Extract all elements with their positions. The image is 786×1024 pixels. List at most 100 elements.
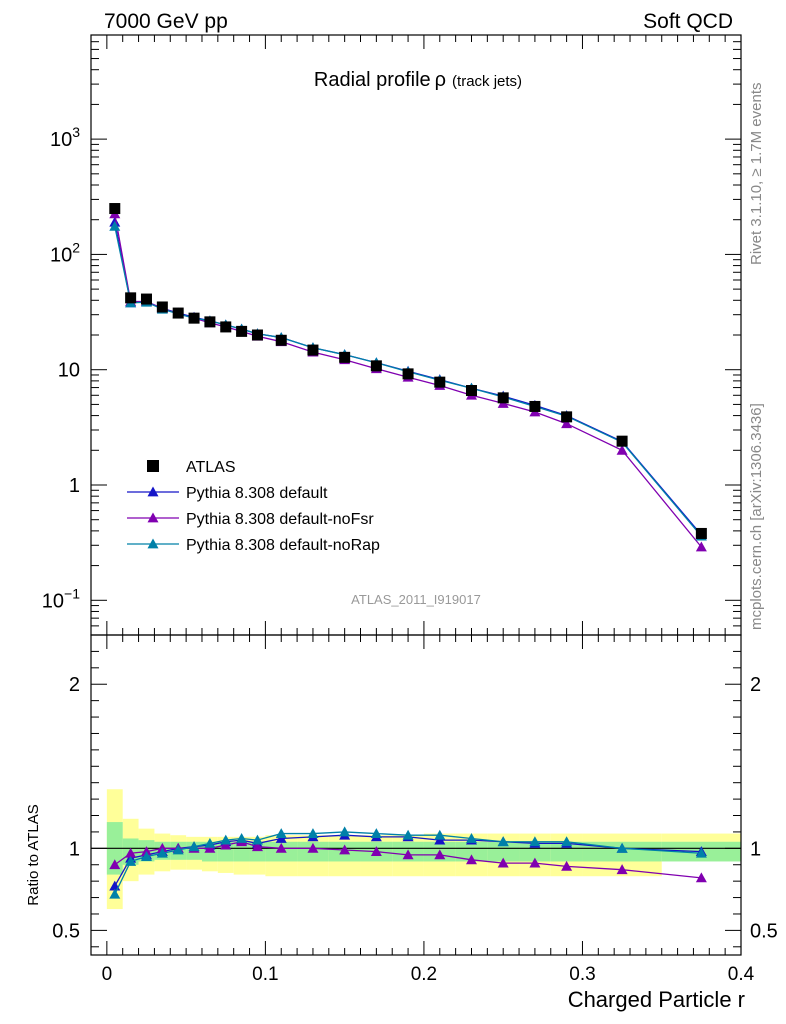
ratio-noFsr-point [275,842,287,853]
ratio-noRap-point [616,842,628,853]
main-noFsr-point [561,418,573,429]
ratio-noFsr-point [125,847,137,858]
main-data-point [616,435,628,447]
ratio-y-tick-label: 1 [69,838,80,860]
main-y-tick-label: 10 [58,360,80,382]
x-tick-label: 0 [102,964,113,985]
legend-label-data: ATLAS [186,459,236,476]
tick-exponent: 2 [72,239,80,255]
ratio-noRap-point [529,836,541,847]
ratio-noRap-point [156,847,168,858]
ratio-noRap-point [188,841,200,852]
ratio-noRap-point [236,832,248,843]
ratio-noRap-line [114,831,702,895]
ratio-noFsr-point [616,864,628,875]
main-data-point [172,307,184,319]
legend-label-noFsr: Pythia 8.308 default-noFsr [186,511,374,528]
ratio-noFsr-point [370,846,382,857]
main-data-point [204,316,216,328]
ratio-noRap-point [275,828,287,838]
header-category-label: Soft QCD [643,10,733,33]
ratio-noFsr-point [402,849,414,860]
legend-label-noRap: Pythia 8.308 default-noRap [186,537,380,554]
ratio-band-inner [455,841,488,862]
legend-marker-default [147,486,159,497]
main-data-point [339,351,351,363]
main-y-tick-label: 103 [50,124,80,151]
tick-exponent: 3 [72,124,80,140]
x-tick-label: 0.4 [728,964,755,985]
ratio-noFsr-point [434,849,446,860]
main-y-tick-label: 10−1 [42,585,80,612]
ratio-y-axis-label: Ratio to ATLAS [25,804,42,905]
ratio-noFsr-point [695,872,707,883]
header-energy-label: 7000 GeV pp [104,10,228,33]
tick-base: 10 [58,360,80,382]
main-y-tick-label: 102 [50,239,80,266]
ratio-noFsr-point [465,854,477,865]
main-data-point [370,360,382,372]
main-data-point [307,344,319,356]
ratio-frame [90,634,742,956]
main-data-point [561,411,573,423]
x-axis-label: Charged Particle r [568,987,745,1012]
ratio-y-tick-label: 0.5 [52,920,80,942]
tick-base: 10 [50,129,72,151]
main-title-symbol: ρ [435,69,446,91]
main-data-point [402,368,414,380]
main-noRap-line [114,226,702,537]
tick-exponent: −1 [64,585,80,601]
main-data-point [251,329,263,341]
analysis-id-label: ATLAS_2011_I919017 [351,592,481,607]
mcplots-label: mcplots.cern.ch [arXiv:1306.3436] [748,403,765,630]
main-data-point [156,301,168,313]
tick-base: 10 [42,590,64,612]
tick-base: 1 [69,475,80,497]
ratio-noRap-point [204,837,216,848]
x-tick-label: 0.3 [569,964,595,985]
main-data-point [529,400,541,412]
ratio-noFsr-point [339,844,351,855]
ratio-noRap-point [370,828,382,838]
main-title-text: Radial profile [314,69,431,91]
ratio-noRap-point [125,855,137,866]
main-data-point [275,334,287,346]
ratio-noRap-point [109,888,121,899]
ratio-noFsr-point [561,860,573,871]
ratio-noRap-point [402,829,414,840]
ratio-y-tick-label-right: 2 [750,674,761,696]
main-data-point [236,325,248,337]
ratio-noFsr-point [251,841,263,852]
main-data-point [188,312,200,324]
ratio-y-tick-label-right: 0.5 [750,920,778,942]
legend-marker-noFsr [147,512,159,523]
ratio-y-tick-label: 2 [69,674,80,696]
main-data-point [140,293,152,305]
main-data-point [434,376,446,388]
tick-base: 10 [50,244,72,266]
main-y-tick-label: 1 [69,475,80,497]
main-noFsr-point [695,541,707,552]
legend-marker-data [147,460,159,472]
ratio-band-inner [519,841,551,862]
main-title: Radial profile ρ (track jets) [314,69,522,91]
ratio-noRap-point [251,834,263,845]
rivet-version-label: Rivet 3.1.10, ≥ 1.7M events [748,83,765,266]
ratio-noRap-point [561,836,573,847]
ratio-noRap-point [339,826,351,837]
x-tick-label: 0.1 [252,964,278,985]
ratio-band-inner [550,841,583,862]
legend: ATLAS Pythia 8.308 default Pythia 8.308 de… [127,459,380,554]
ratio-noFsr-point [497,857,509,868]
ratio-band-inner [233,841,250,862]
ratio-noRap-point [140,851,152,861]
ratio-noRap-point [465,832,477,843]
main-noRap-point [109,220,121,231]
ratio-noRap-point [307,828,319,838]
main-data-point [695,527,707,539]
ratio-noFsr-point [529,857,541,868]
ratio-noFsr-line [114,841,702,879]
legend-marker-noRap [147,538,159,549]
ratio-default-line [114,834,702,887]
